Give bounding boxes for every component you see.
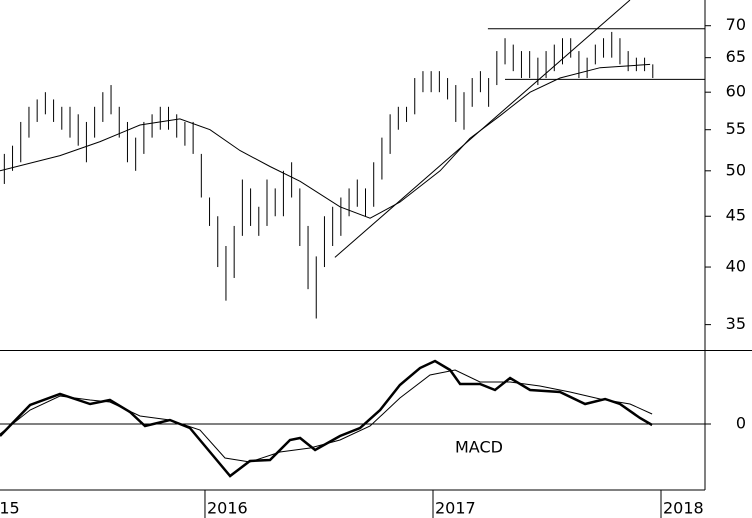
y-tick-label: 35 — [726, 314, 746, 333]
y-tick-label: 50 — [726, 160, 746, 179]
y-tick-label: 55 — [726, 119, 746, 138]
macd-label: MACD — [455, 438, 503, 457]
x-tick-label: 2017 — [435, 499, 476, 518]
y-tick-label: 60 — [726, 82, 746, 101]
x-tick-label: 2018 — [663, 499, 704, 518]
y-tick-label: 0 — [736, 414, 746, 433]
x-tick-label: 2015 — [0, 499, 20, 518]
x-tick-label: 2016 — [207, 499, 248, 518]
trend-line — [334, 0, 631, 258]
macd-line — [0, 359, 653, 478]
y-tick-label: 70 — [726, 15, 746, 34]
y-tick-label: 40 — [726, 257, 746, 276]
y-tick-label: 65 — [726, 47, 746, 66]
y-tick-label: 45 — [726, 206, 746, 225]
moving-average — [0, 63, 651, 219]
macd-line — [0, 369, 653, 463]
